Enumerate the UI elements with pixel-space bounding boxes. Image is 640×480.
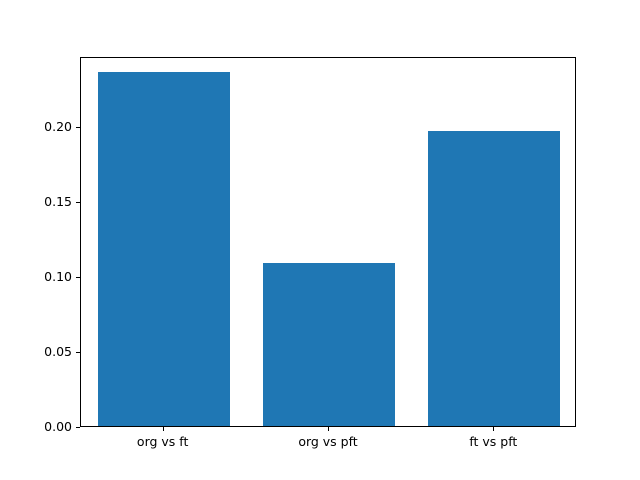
y-tick-label: 0.00: [44, 419, 72, 434]
y-tick-mark: [76, 426, 80, 428]
y-tick-mark: [76, 351, 80, 353]
y-tick-label: 0.05: [44, 344, 72, 359]
bar-1: [97, 72, 230, 426]
bar-3: [428, 130, 561, 426]
y-tick-label: 0.10: [44, 269, 72, 285]
x-tick-mark: [493, 427, 495, 431]
plot-area: [80, 57, 576, 427]
y-tick-mark: [76, 201, 80, 203]
y-tick-label: 0.20: [44, 119, 72, 135]
x-tick-label: ft vs pft: [469, 434, 518, 449]
y-tick-label: 0.15: [44, 194, 72, 210]
y-tick-mark: [76, 276, 80, 278]
x-tick-label: org vs ft: [136, 434, 189, 449]
y-tick-mark: [76, 126, 80, 128]
x-tick-mark: [328, 427, 329, 431]
bar-2: [262, 262, 396, 426]
x-tick-mark: [162, 427, 164, 431]
x-tick-label: org vs pft: [298, 434, 358, 449]
